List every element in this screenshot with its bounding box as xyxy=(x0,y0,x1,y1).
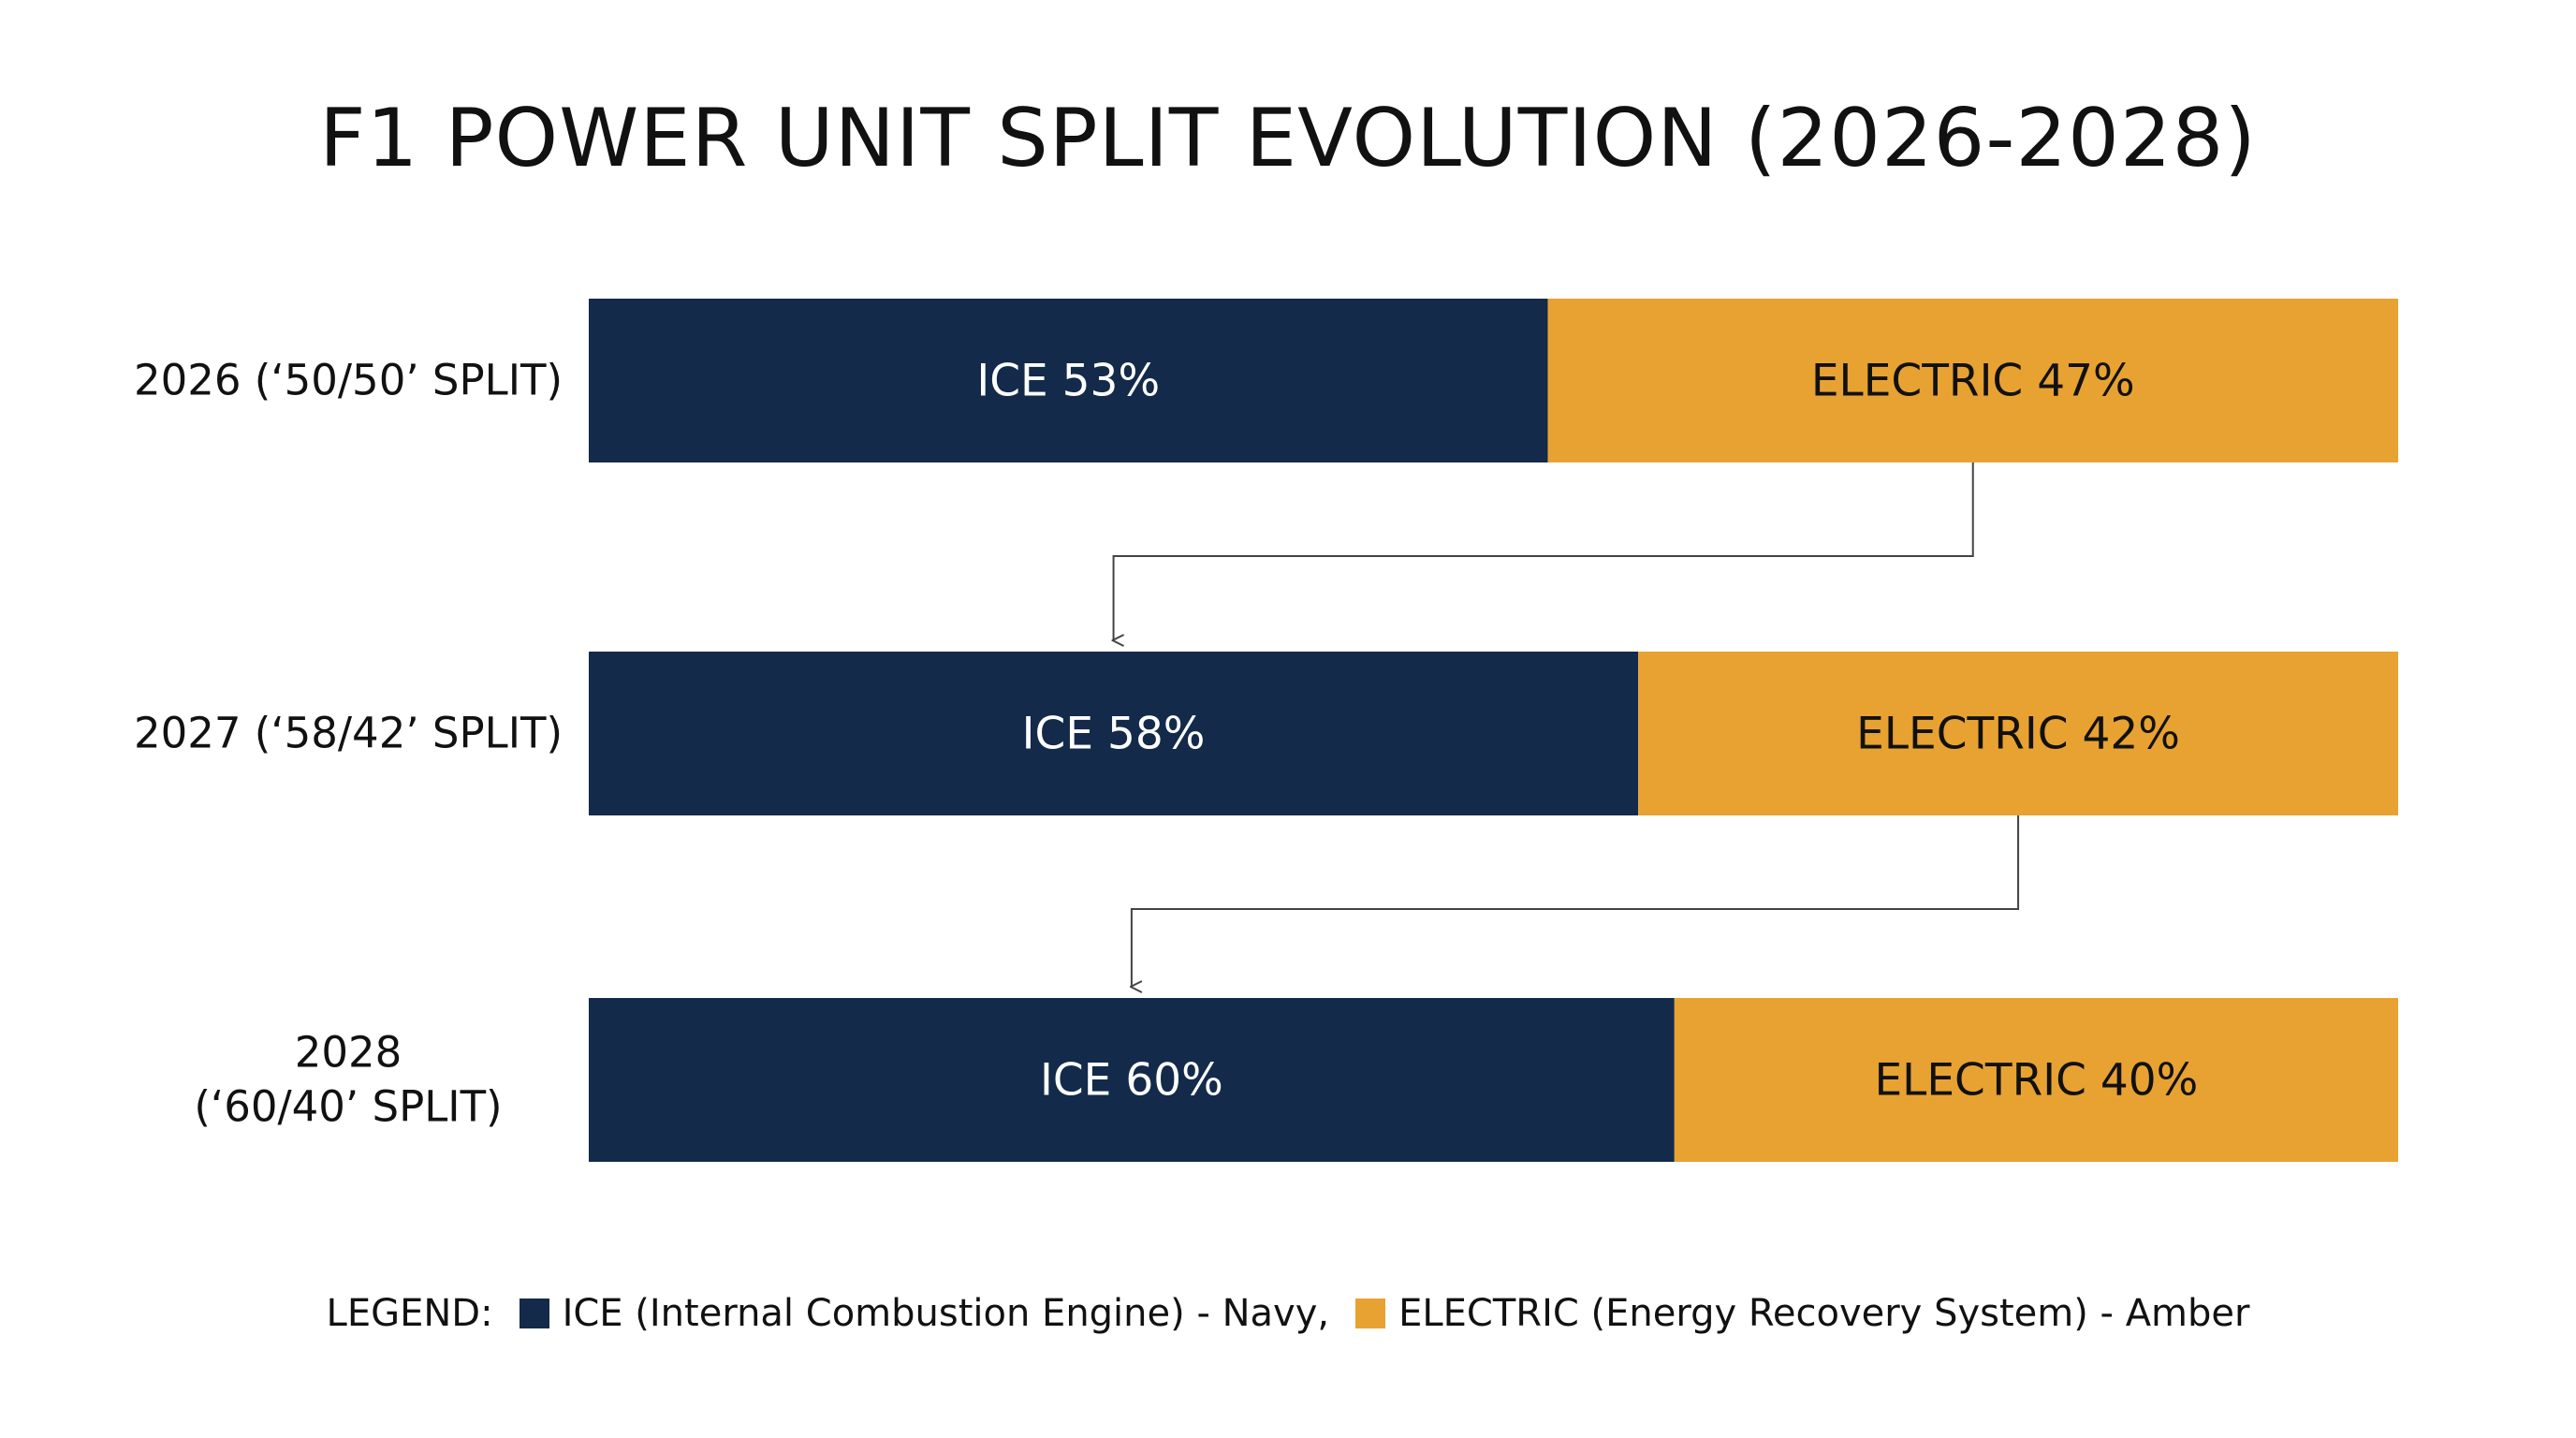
bar-label-ice-2: ICE 58% xyxy=(1022,709,1206,760)
legend-label-electric: ELECTRIC (Energy Recovery System) - Ambe… xyxy=(1398,1292,2250,1335)
bar-label-electric-3: ELECTRIC 40% xyxy=(1874,1055,2198,1107)
bars: ICE 53% ELECTRIC 47% ICE 58% ELECTRIC 42% IC… xyxy=(589,299,2398,1162)
bar-ice-3 xyxy=(589,998,1675,1162)
bar-label-ice-1: ICE 53% xyxy=(976,356,1160,407)
connector-arrows xyxy=(1114,462,2020,987)
row-label-2: 2027 (‘58/42’ SPLIT) xyxy=(134,709,563,758)
legend-swatch-electric xyxy=(1355,1299,1386,1328)
row-label-3-line-1: 2028 xyxy=(295,1028,402,1078)
bar-electric-2 xyxy=(1638,652,2398,815)
bar-electric-1 xyxy=(1547,299,2398,462)
row-label-3-line-2: (‘60/40’ SPLIT) xyxy=(194,1082,502,1132)
legend: LEGEND: ICE (Internal Combustion Engine)… xyxy=(0,1292,2576,1335)
bar-label-electric-1: ELECTRIC 47% xyxy=(1811,356,2135,407)
bar-electric-3 xyxy=(1674,998,2398,1162)
bar-label-ice-3: ICE 60% xyxy=(1040,1055,1223,1107)
legend-item-ice: ICE (Internal Combustion Engine) - Navy, xyxy=(493,1292,1330,1335)
chart-title: F1 POWER UNIT SPLIT EVOLUTION (2026-2028… xyxy=(319,92,2257,185)
bar-label-electric-2: ELECTRIC 42% xyxy=(1856,709,2180,760)
legend-prefix: LEGEND: xyxy=(326,1292,493,1335)
bar-ice-2 xyxy=(589,652,1639,815)
row-label-1: 2026 (‘50/50’ SPLIT) xyxy=(134,356,563,405)
row-labels: 2026 (‘50/50’ SPLIT) 2027 (‘58/42’ SPLIT)… xyxy=(134,356,563,1132)
legend-swatch-ice xyxy=(519,1299,549,1328)
connector-arrow-2 xyxy=(1132,815,2020,987)
connector-arrow-1 xyxy=(1114,462,1974,640)
legend-item-electric: ELECTRIC (Energy Recovery System) - Ambe… xyxy=(1329,1292,2249,1335)
legend-label-ice: ICE (Internal Combustion Engine) - Navy, xyxy=(562,1292,1330,1335)
bar-ice-1 xyxy=(589,299,1548,462)
